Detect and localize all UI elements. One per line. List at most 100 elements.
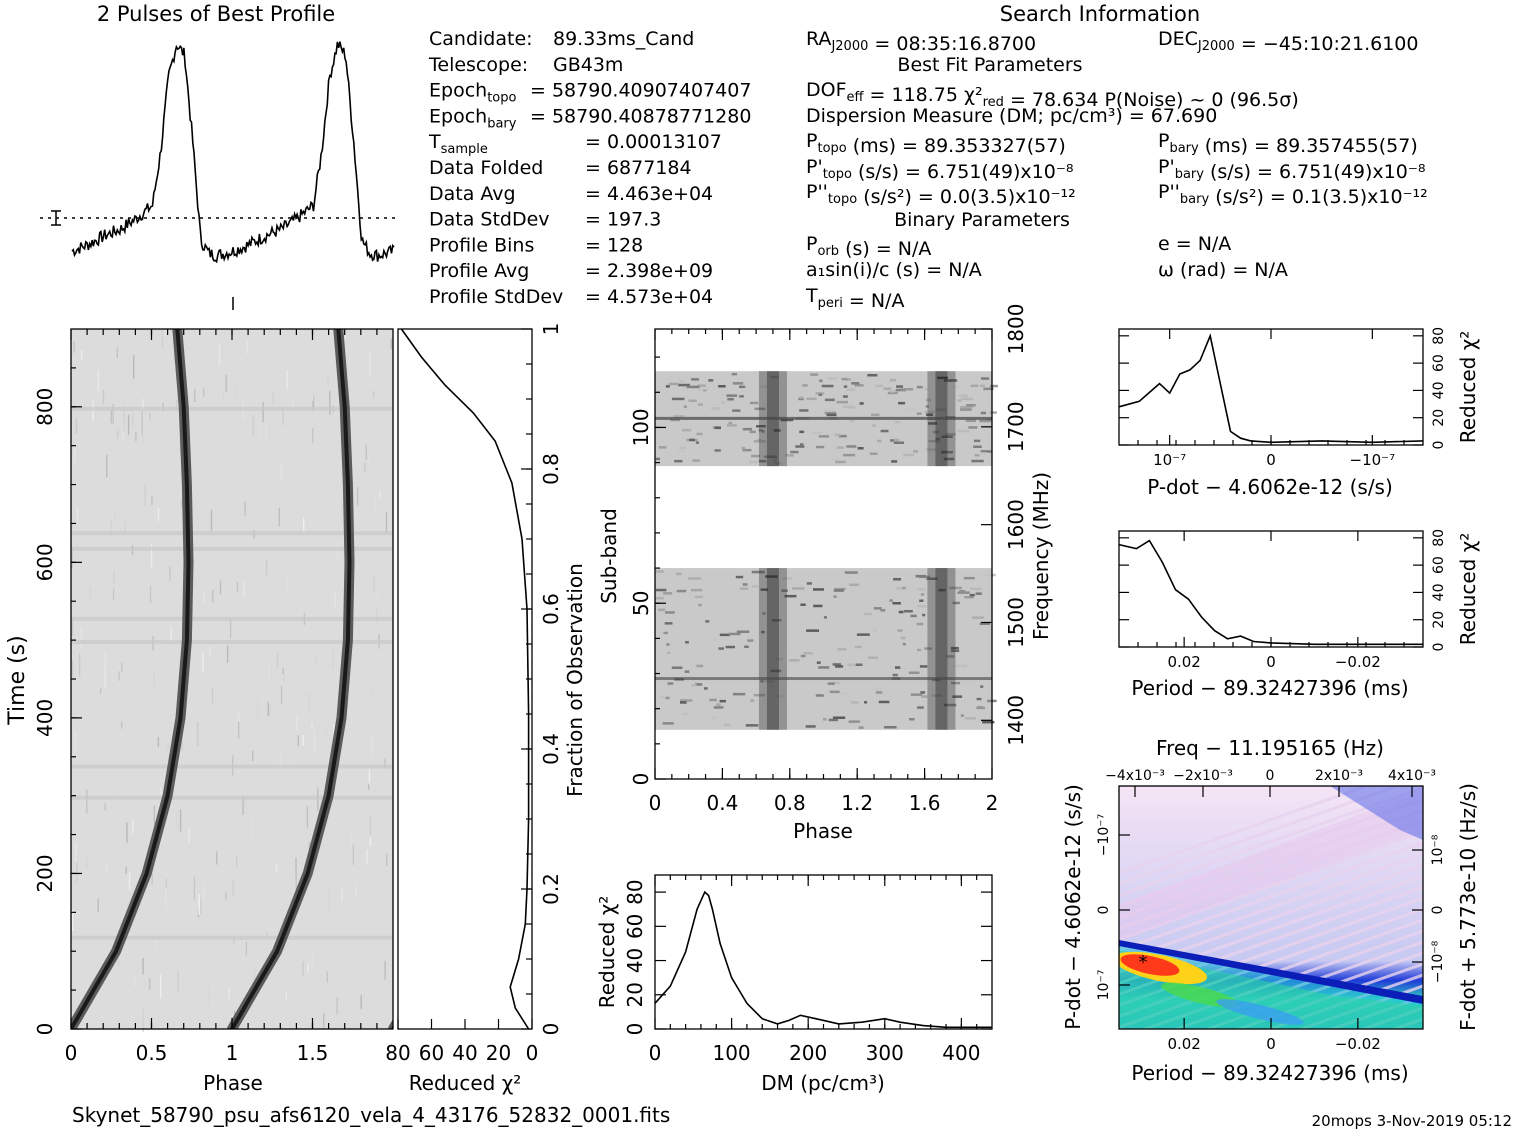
- info-left-value: = 0.00013107: [585, 131, 722, 153]
- info-mid-line: Porb (s) = N/A: [806, 233, 931, 260]
- tick-label: 0.5: [136, 1041, 168, 1065]
- tick-label: 0: [629, 773, 653, 786]
- tick-label: −0.02: [1335, 653, 1381, 671]
- tick-label: 0: [539, 1023, 563, 1036]
- tick-label: 600: [33, 543, 57, 581]
- best-fit-marker-icon: *: [1139, 952, 1148, 973]
- dm-chi-frame: [654, 874, 993, 1030]
- tick-label: 0: [1266, 451, 1276, 469]
- tick-label: 0.02: [1167, 653, 1200, 671]
- tick-label: 10⁻⁷: [1153, 451, 1186, 469]
- info-left-value: = 4.463e+04: [585, 183, 713, 205]
- period-chi-curve: [1118, 539, 1423, 646]
- info-right-line: P'bary (s/s) = 6.751(49)x10⁻⁸: [1158, 156, 1425, 183]
- info-left-value: = 58790.40907407407: [530, 80, 751, 102]
- tick-label: 60: [623, 914, 647, 939]
- subband-image: [655, 371, 998, 730]
- tick-label: 60: [419, 1041, 444, 1065]
- dm-chi-ylabel: Reduced χ²: [595, 896, 619, 1009]
- subband-band: [655, 568, 992, 730]
- heatmap-ticks: 0.02 0 −0.02 −4x10⁻³ −2x10⁻³ 0 2x10⁻³ 4x10⁻³ 10⁻…: [1096, 768, 1446, 1053]
- tick-label: −4x10⁻³: [1105, 768, 1165, 784]
- info-right-line: e = N/A: [1158, 233, 1231, 255]
- info-left-value: GB43m: [553, 54, 623, 76]
- tick-label: 400: [33, 699, 57, 737]
- heatmap-xlabel: Period − 89.32427396 (ms): [1131, 1061, 1408, 1085]
- tick-label: 1400: [1004, 695, 1028, 746]
- pulse-track-core: [391, 1025, 393, 1029]
- tick-label: 0: [1266, 768, 1275, 784]
- info-left-label: Telescope:: [428, 54, 528, 76]
- info-middle-column: RAJ2000 = 08:35:16.8700 DOFeff = 118.75 χ…: [805, 28, 1299, 312]
- subband-phase-plot: 0 0.4 0.8 1.2 1.6 2 0 50 100 1400 1500 1600 1700 1800…: [597, 304, 1053, 843]
- period-chi-ylabel: Reduced χ²: [1456, 533, 1480, 646]
- filename: Skynet_58790_psu_afs6120_vela_4_43176_52…: [72, 1103, 670, 1127]
- subband-ylabel: Sub-band: [597, 508, 621, 604]
- pdot-chi-plot: 10⁻⁷ 0 −10⁻⁷ 0 20 40 60 80 P-dot − 4.6062e-12 (…: [1118, 327, 1480, 499]
- tick-label: 0: [1266, 1035, 1276, 1053]
- pdot-xlabel: P-dot − 4.6062e-12 (s/s): [1147, 475, 1393, 499]
- tick-label: 10⁻⁸: [1430, 834, 1446, 865]
- info-left-value: = 6877184: [585, 157, 692, 179]
- tick-label: 80: [1431, 327, 1447, 345]
- info-mid-line: DOFeff = 118.75 χ²red = 78.634 P(Noise) …: [806, 79, 1299, 111]
- time-phase-plot: 0 0.5 1 1.5 0 200 400 600 800 Phase Time (s): [5, 297, 394, 1095]
- pdot-chi-curve: [1118, 333, 1424, 444]
- errorbar-icon: [51, 210, 61, 226]
- tick-label: 60: [1431, 556, 1447, 574]
- info-right-line: P''bary (s/s²) = 0.1(3.5)x10⁻¹²: [1158, 181, 1428, 208]
- pdot-chi-ylabel: Reduced χ²: [1456, 331, 1480, 444]
- fraction-chi-frame: [397, 328, 533, 1030]
- info-left-label: Epochtopo: [429, 80, 516, 106]
- tick-label: 200: [33, 854, 57, 892]
- profile-curve: [71, 41, 395, 264]
- tick-label: 20: [486, 1041, 511, 1065]
- info-left-value: 89.33ms_Cand: [553, 28, 694, 50]
- tick-label: 1.6: [909, 791, 941, 815]
- pulse-track-core: [230, 329, 352, 1029]
- tick-label: 0: [1430, 906, 1446, 915]
- time-phase-xlabel: Phase: [203, 1071, 263, 1095]
- info-mid-line: P''topo (s/s²) = 0.0(3.5)x10⁻¹²: [806, 181, 1076, 208]
- period-chi-frame: [1118, 530, 1424, 648]
- info-left-label: Candidate:: [429, 28, 533, 50]
- tick-label: 100: [629, 408, 653, 446]
- tick-label: 40: [452, 1041, 477, 1065]
- tick-label: 20: [1431, 409, 1447, 427]
- tick-label: 300: [866, 1041, 904, 1065]
- info-left-value: = 197.3: [585, 209, 661, 231]
- tick-label: 60: [1431, 354, 1447, 372]
- tick-label: 80: [623, 879, 647, 904]
- tick-label: 1700: [1004, 401, 1028, 452]
- footer-timestamp: 20mops 3-Nov-2019 05:12: [1312, 1112, 1512, 1130]
- info-mid-line: Tperi = N/A: [805, 285, 904, 312]
- info-right-line: Pbary (ms) = 89.357455(57): [1158, 130, 1418, 157]
- time-phase-ticks: 0 0.5 1 1.5 0 200 400 600 800: [33, 329, 378, 1065]
- tick-label: 1800: [1004, 304, 1028, 355]
- tick-label: 0: [1431, 441, 1447, 450]
- info-left-value: = 58790.40878771280: [530, 105, 751, 127]
- freq-title: Freq − 11.195165 (Hz): [1156, 736, 1384, 760]
- tick-label: 0: [1096, 906, 1112, 915]
- period-pdot-plot: Freq − 11.195165 (Hz) 0.02 0 −0.02−4x10⁻³ −…: [1061, 736, 1480, 1085]
- tick-label: 0: [649, 1041, 662, 1065]
- info-left-label: Data StdDev: [429, 209, 550, 231]
- tick-label: 1.5: [297, 1041, 329, 1065]
- tick-label: 50: [629, 590, 653, 615]
- tick-label: 0: [649, 791, 662, 815]
- tick-label: 0.4: [706, 791, 738, 815]
- best-fit-title: Best Fit Parameters: [897, 54, 1082, 76]
- heatmap-ylabel: P-dot − 4.6062e-12 (s/s): [1061, 784, 1085, 1030]
- tick-label: 0.4: [539, 733, 563, 765]
- period-xlabel: Period − 89.32427396 (ms): [1131, 676, 1408, 700]
- info-left-label: Epochbary: [429, 105, 517, 131]
- tick-label: 0.02: [1167, 1035, 1200, 1053]
- tick-label: 1: [539, 323, 563, 336]
- info-left-label: Profile Bins: [429, 234, 534, 256]
- tick-label: 2: [986, 791, 999, 815]
- info-left-label: Data Folded: [429, 157, 543, 179]
- tick-label: 4x10⁻³: [1388, 768, 1436, 784]
- tick-label: 0: [65, 1041, 78, 1065]
- dm-chi-curve: [654, 890, 992, 1029]
